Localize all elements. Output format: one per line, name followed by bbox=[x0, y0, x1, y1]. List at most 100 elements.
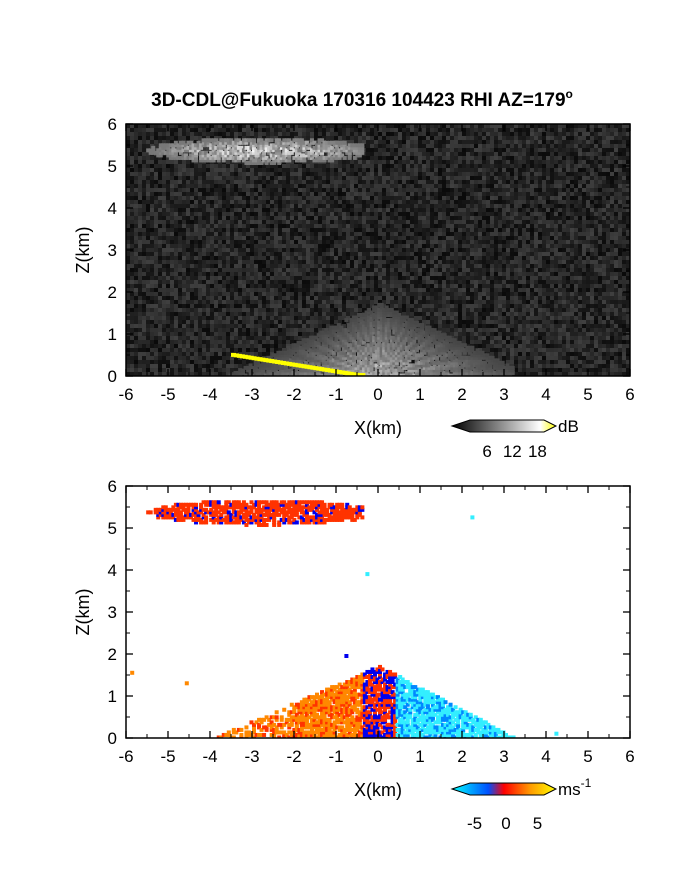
noise-cell bbox=[230, 244, 234, 248]
noise-cell bbox=[318, 196, 322, 200]
noise-cell bbox=[610, 188, 614, 192]
noise-cell bbox=[594, 264, 598, 268]
noise-cell bbox=[310, 200, 314, 204]
noise-cell bbox=[418, 136, 422, 140]
noise-cell bbox=[330, 176, 334, 180]
noise-cell bbox=[394, 280, 398, 284]
noise-cell bbox=[490, 208, 494, 212]
noise-cell bbox=[154, 244, 158, 248]
noise-cell bbox=[238, 220, 242, 224]
noise-cell bbox=[386, 244, 390, 248]
noise-cell bbox=[242, 232, 246, 236]
noise-cell bbox=[238, 200, 242, 204]
noise-cell bbox=[454, 128, 458, 132]
noise-cell bbox=[254, 244, 258, 248]
noise-cell bbox=[506, 156, 510, 160]
noise-cell bbox=[494, 188, 498, 192]
noise-cell bbox=[254, 256, 258, 260]
noise-cell bbox=[270, 252, 274, 256]
noise-cell bbox=[498, 236, 502, 240]
noise-cell bbox=[270, 172, 274, 176]
noise-cell bbox=[362, 268, 366, 272]
noise-cell bbox=[514, 228, 518, 232]
noise-cell bbox=[270, 268, 274, 272]
noise-cell bbox=[346, 240, 350, 244]
noise-cell bbox=[450, 268, 454, 272]
noise-cell bbox=[346, 280, 350, 284]
noise-cell bbox=[370, 220, 374, 224]
noise-cell bbox=[594, 272, 598, 276]
noise-cell bbox=[534, 212, 538, 216]
noise-cell bbox=[286, 200, 290, 204]
noise-cell bbox=[198, 204, 202, 208]
noise-cell bbox=[238, 132, 242, 136]
noise-cell bbox=[358, 136, 362, 140]
noise-cell bbox=[422, 156, 426, 160]
noise-cell bbox=[402, 144, 406, 148]
noise-cell bbox=[454, 272, 458, 276]
noise-cell bbox=[538, 180, 542, 184]
noise-cell bbox=[250, 264, 254, 268]
noise-cell bbox=[418, 200, 422, 204]
noise-cell bbox=[158, 176, 162, 180]
noise-cell bbox=[518, 252, 522, 256]
noise-cell bbox=[230, 232, 234, 236]
noise-cell bbox=[526, 208, 530, 212]
noise-cell bbox=[366, 148, 370, 152]
noise-cell bbox=[594, 256, 598, 260]
noise-cell bbox=[290, 264, 294, 268]
noise-cell bbox=[422, 124, 426, 128]
noise-cell bbox=[170, 168, 174, 172]
noise-cell bbox=[194, 176, 198, 180]
noise-cell bbox=[534, 204, 538, 208]
noise-cell bbox=[550, 168, 554, 172]
noise-cell bbox=[422, 240, 426, 244]
noise-cell bbox=[510, 208, 514, 212]
noise-cell bbox=[526, 256, 530, 260]
noise-cell bbox=[430, 240, 434, 244]
noise-cell bbox=[362, 136, 366, 140]
noise-cell bbox=[162, 276, 166, 280]
noise-cell bbox=[174, 136, 178, 140]
noise-cell bbox=[250, 208, 254, 212]
noise-cell bbox=[146, 276, 150, 280]
noise-cell bbox=[386, 260, 390, 264]
noise-cell bbox=[266, 168, 270, 172]
noise-cell bbox=[350, 164, 354, 168]
noise-cell bbox=[162, 260, 166, 264]
noise-cell bbox=[230, 124, 234, 128]
noise-cell bbox=[226, 276, 230, 280]
noise-cell bbox=[154, 252, 158, 256]
noise-cell bbox=[578, 152, 582, 156]
noise-cell bbox=[382, 256, 386, 260]
noise-cell bbox=[178, 272, 182, 276]
noise-cell bbox=[510, 192, 514, 196]
noise-cell bbox=[546, 132, 550, 136]
noise-cell bbox=[386, 196, 390, 200]
noise-cell bbox=[214, 184, 218, 188]
noise-cell bbox=[454, 132, 458, 136]
noise-cell bbox=[602, 168, 606, 172]
noise-cell bbox=[398, 124, 402, 128]
noise-cell bbox=[438, 144, 442, 148]
noise-cell bbox=[182, 216, 186, 220]
noise-cell bbox=[258, 212, 262, 216]
noise-cell bbox=[570, 264, 574, 268]
noise-cell bbox=[358, 184, 362, 188]
noise-cell bbox=[330, 268, 334, 272]
noise-cell bbox=[610, 216, 614, 220]
noise-cell bbox=[322, 180, 326, 184]
noise-cell bbox=[438, 164, 442, 168]
noise-cell bbox=[478, 124, 482, 128]
noise-cell bbox=[458, 216, 462, 220]
noise-cell bbox=[302, 192, 306, 196]
noise-cell bbox=[506, 244, 510, 248]
noise-cell bbox=[562, 184, 566, 188]
noise-cell bbox=[598, 232, 602, 236]
noise-cell bbox=[478, 196, 482, 200]
noise-cell bbox=[198, 168, 202, 172]
noise-cell bbox=[162, 208, 166, 212]
noise-cell bbox=[582, 252, 586, 256]
noise-cell bbox=[138, 248, 142, 252]
noise-cell bbox=[446, 132, 450, 136]
